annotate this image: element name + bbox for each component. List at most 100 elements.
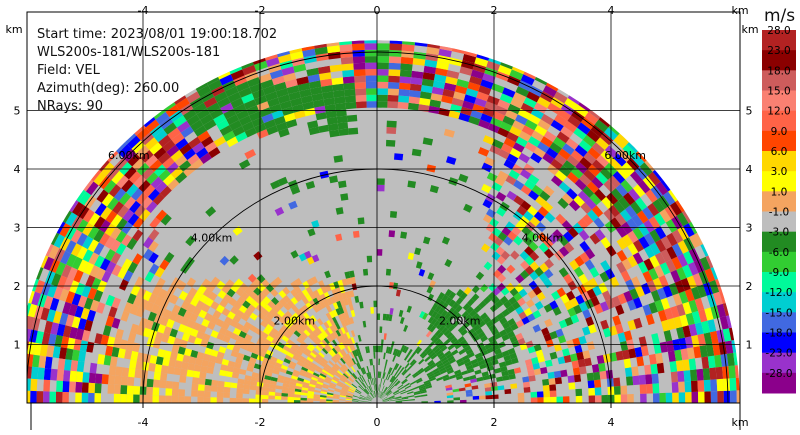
velocity-gate [307,120,319,129]
velocity-gate [88,382,96,394]
velocity-gate [339,350,345,357]
velocity-gate [441,95,454,104]
colorbar-swatch [762,70,796,91]
velocity-gate [440,317,447,325]
velocity-gate [616,225,628,238]
velocity-gate [79,272,90,286]
velocity-gate [488,324,497,332]
velocity-gate [326,394,334,397]
velocity-gate [252,278,262,288]
colorbar-tick-label: -23.0 [765,348,792,360]
velocity-gate [623,192,636,206]
velocity-gate [666,232,678,247]
velocity-gate [389,375,394,382]
velocity-gate [697,333,706,347]
velocity-gate [125,340,135,351]
velocity-gate [360,368,365,375]
velocity-gate [329,383,336,388]
velocity-gate [418,383,425,388]
velocity-gate [297,82,311,92]
velocity-gate [460,399,467,403]
velocity-gate [716,303,727,318]
velocity-gate [572,222,584,234]
velocity-gate [551,175,563,187]
velocity-gate [386,139,396,147]
velocity-gate [318,124,330,133]
velocity-gate [348,303,354,311]
velocity-gate [146,172,159,185]
velocity-gate [482,135,495,145]
velocity-gate [46,345,55,358]
velocity-gate [401,50,414,58]
velocity-gate [437,315,444,323]
velocity-gate [679,314,689,327]
velocity-gate [158,169,171,182]
velocity-gate [64,359,72,371]
velocity-gate [61,264,72,278]
velocity-gate [49,391,56,403]
velocity-gate [398,309,404,317]
velocity-gate [389,308,394,315]
velocity-gate [688,299,699,313]
velocity-gate [634,346,643,358]
velocity-gate [370,392,375,398]
velocity-gate [202,353,211,362]
velocity-gate [135,192,148,205]
velocity-gate [178,323,187,333]
velocity-gate [77,295,88,308]
velocity-gate [578,229,590,241]
velocity-gate [599,370,607,380]
velocity-gate [317,379,324,384]
velocity-gate [306,345,314,352]
velocity-gate [65,348,74,361]
velocity-gate [413,51,427,60]
velocity-gate [268,331,277,339]
velocity-gate [372,391,375,398]
velocity-gate [113,384,121,394]
velocity-gate [570,353,578,362]
velocity-gate [544,212,556,223]
velocity-gate [270,376,278,382]
velocity-gate [130,350,139,361]
colorbar-tick-label: -3.0 [769,227,790,239]
velocity-gate [348,376,355,382]
velocity-gate [395,381,401,387]
velocity-gate [537,141,550,153]
velocity-gate [59,347,68,360]
velocity-gate [277,53,292,64]
velocity-gate [513,292,523,302]
velocity-gate [319,332,326,340]
velocity-gate [190,349,199,358]
velocity-gate [445,296,453,305]
velocity-gate [229,397,237,403]
velocity-gate [627,394,634,403]
velocity-gate [307,393,314,397]
velocity-gate [140,132,154,146]
velocity-gate [409,90,421,98]
velocity-gate [365,346,369,354]
velocity-gate [355,101,367,109]
velocity-gate [152,395,159,403]
velocity-gate [126,237,138,250]
velocity-gate [399,367,405,373]
velocity-gate [413,390,421,394]
velocity-gate [268,359,277,366]
colorbar-tick-label: 12.0 [767,106,790,118]
velocity-gate [316,59,330,68]
velocity-gate [579,157,592,170]
velocity-gate [154,364,163,373]
velocity-gate [52,346,61,359]
velocity-gate [345,101,357,110]
velocity-gate [441,236,450,245]
velocity-gate [488,283,497,292]
velocity-gate [57,275,68,289]
velocity-gate [109,356,118,367]
velocity-gate [433,370,441,375]
velocity-gate [555,213,567,225]
velocity-gate [307,228,316,237]
velocity-gate [260,346,268,354]
velocity-gate [229,120,242,131]
velocity-gate [326,327,333,335]
velocity-gate [655,181,669,196]
velocity-gate [485,223,496,233]
